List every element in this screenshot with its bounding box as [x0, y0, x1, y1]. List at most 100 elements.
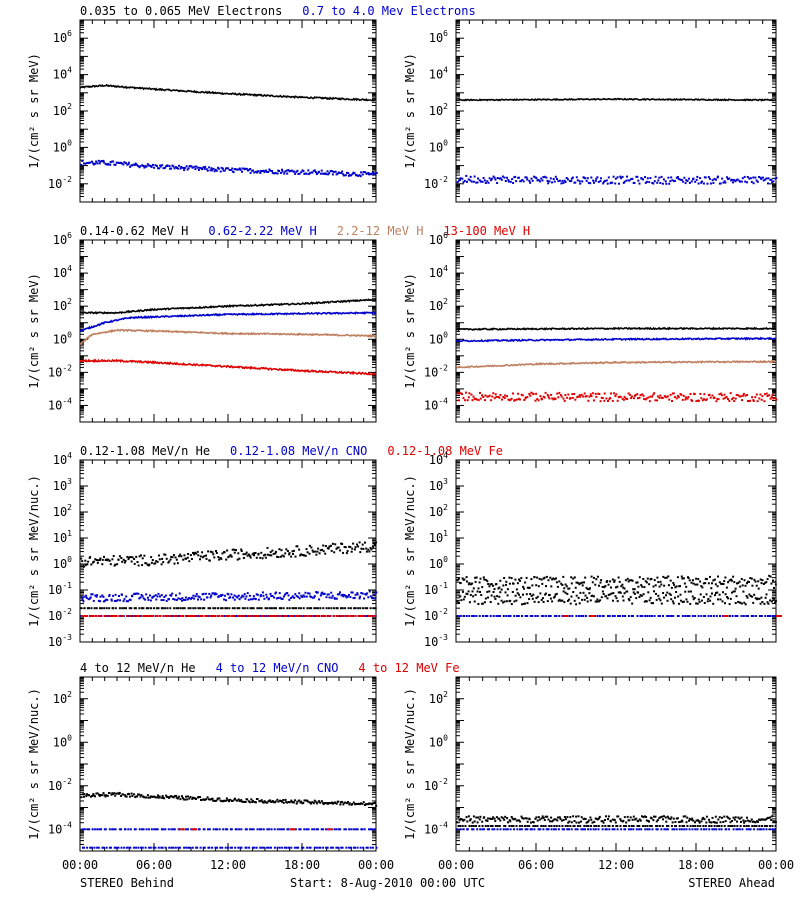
row3-behind-series-4-point — [240, 615, 243, 617]
row3-behind-series-2-point — [220, 595, 223, 597]
row3-ahead-series-0-point — [564, 583, 567, 586]
row3-behind-series-4-point — [206, 615, 209, 617]
row3-behind-series-1-point — [189, 607, 192, 610]
row4-behind-series-0-point — [163, 797, 166, 800]
row3-behind-series-2-point — [372, 597, 375, 600]
row4-behind-ytick-label-base: 10 — [53, 735, 67, 749]
row1-behind-series-1-point — [191, 166, 194, 169]
row3-ahead-series-3-point — [589, 615, 592, 617]
row1-ahead-series-1-point — [759, 176, 762, 179]
row4-behind-series-0-point — [259, 800, 262, 803]
row3-behind-series-3-point — [235, 615, 238, 617]
row4-behind-series-0-point — [220, 800, 223, 803]
row4-behind-ytick-label-base: 10 — [48, 822, 62, 836]
row4-ahead-series-0-point — [459, 818, 462, 820]
row3-behind-series-1-point — [105, 607, 108, 610]
row3-behind-series-2-point — [363, 597, 366, 600]
row3-behind-ytick-label: 100 — [53, 555, 72, 571]
row4-behind-series-0-point — [165, 794, 168, 797]
row4-behind-series-1-point — [170, 828, 173, 831]
row2-ahead-series-3-point — [571, 396, 574, 399]
row4-ahead-series-0-point — [495, 816, 498, 819]
row1-behind-ylabel: 1/(cm² s sr MeV) — [27, 53, 41, 169]
row3-ahead-series-0-point — [585, 586, 588, 589]
row3-behind-series-0-point — [97, 559, 100, 562]
row3-ahead-series-1-point — [494, 597, 497, 600]
row1-ahead-series-1-point — [721, 177, 724, 180]
row3-behind-series-4-point — [106, 615, 109, 617]
row1-ahead-series-1-point — [469, 175, 472, 178]
row1-ahead-series-1-point — [476, 181, 479, 184]
row3-behind-series-0-point — [136, 561, 139, 563]
row3-ahead-series-0-point — [720, 582, 723, 585]
row1-ahead-series-1-point — [638, 182, 641, 185]
row3-ahead-series-1-point — [510, 603, 513, 605]
row3-behind-series-0-point — [111, 558, 114, 561]
row3-ahead-series-0-point — [500, 588, 503, 591]
row4-behind-series-2-point — [270, 846, 272, 849]
row3-behind-series-0-point — [188, 560, 191, 563]
row1-ahead-series-1-point — [521, 179, 524, 181]
row3-behind-series-4-point — [184, 615, 187, 617]
row4-behind-series-0-point — [129, 795, 131, 798]
row3-behind-series-1-point — [317, 607, 319, 610]
row3-behind-series-3-point — [251, 615, 254, 617]
row3-behind-series-0-point — [131, 556, 134, 559]
row3-behind-series-4-point — [332, 615, 335, 617]
row3-behind-series-2-point — [154, 594, 157, 597]
row4-ahead-series-0-point — [483, 816, 486, 819]
row3-behind-series-0-point — [121, 560, 124, 563]
row4-ahead-series-1-point — [487, 825, 490, 827]
row3-ahead-series-1-point — [528, 598, 531, 601]
row3-behind-series-4-point — [315, 615, 318, 617]
row3-behind-series-1-point — [292, 607, 295, 610]
row3-behind-series-4-point — [199, 615, 202, 617]
row4-ahead-xtick-label: 06:00 — [518, 858, 554, 872]
row1-behind-series-1-point — [307, 169, 310, 172]
row4-ahead-series-0-point — [656, 819, 659, 822]
row1-ahead-series-1-point — [752, 176, 755, 179]
row1-ahead-axes-frame — [455, 19, 777, 203]
row4-ahead-series-1-point — [550, 825, 553, 827]
row3-behind-series-2-point — [179, 598, 182, 601]
row3-behind-series-4-point — [271, 615, 273, 617]
row2-ahead-series-3-point — [697, 399, 700, 402]
row4-behind-series-0-point — [172, 796, 175, 799]
row2-ahead-series-3-point — [664, 395, 667, 398]
row4-ahead-series-1-point — [564, 825, 567, 827]
row4-ahead-series-1-point — [518, 825, 521, 827]
row3-ahead-series-0-point — [681, 577, 684, 580]
row3-behind-ytick-label: 10-2 — [48, 607, 72, 623]
row4-behind-series-0-point — [339, 803, 342, 806]
row1-behind-series-1-point — [95, 160, 98, 163]
row3-ahead-series-0-point — [596, 575, 599, 578]
row3-behind-series-2-point — [82, 600, 85, 603]
row3-behind-series-0-point — [272, 552, 275, 555]
row3-behind-series-0-point — [349, 546, 352, 548]
row4-behind-series-0-point — [178, 795, 181, 798]
row1-behind-series-1-point — [341, 170, 344, 173]
row3-behind-series-1-point — [306, 607, 309, 610]
row4-behind-ytick-label-base: 10 — [48, 779, 62, 793]
row4-behind-series-2-point — [315, 846, 318, 849]
row4-ahead-series-0-point — [559, 817, 562, 820]
row4-behind-series-1-point — [278, 828, 281, 831]
row3-ahead-series-0-point — [530, 578, 533, 581]
row2-ahead-series-3-point — [676, 394, 679, 397]
row4-behind-series-1-point — [224, 828, 227, 831]
row1-behind-ytick-label-base: 10 — [53, 31, 67, 45]
row4-behind-series-0-point — [83, 795, 86, 798]
row4-behind-series-0-point — [115, 792, 118, 795]
row3-behind-series-2-point — [217, 595, 220, 598]
row1-behind-series-1-point — [136, 164, 139, 167]
row2-ahead-series-3-point — [514, 399, 517, 401]
row2-ahead-series-2 — [455, 359, 777, 369]
row4-behind-series-0-point — [322, 803, 325, 806]
row4-behind-series-3-point — [178, 828, 181, 831]
row3-ahead-series-1-point — [546, 600, 549, 603]
row1-ahead-series-1-point — [549, 177, 552, 180]
row3-ahead-series-0-point — [483, 578, 486, 581]
row1-behind-series-1-point — [158, 167, 161, 170]
row3-ahead-series-2-point — [555, 615, 558, 617]
row3-behind-series-0-point — [348, 545, 351, 548]
